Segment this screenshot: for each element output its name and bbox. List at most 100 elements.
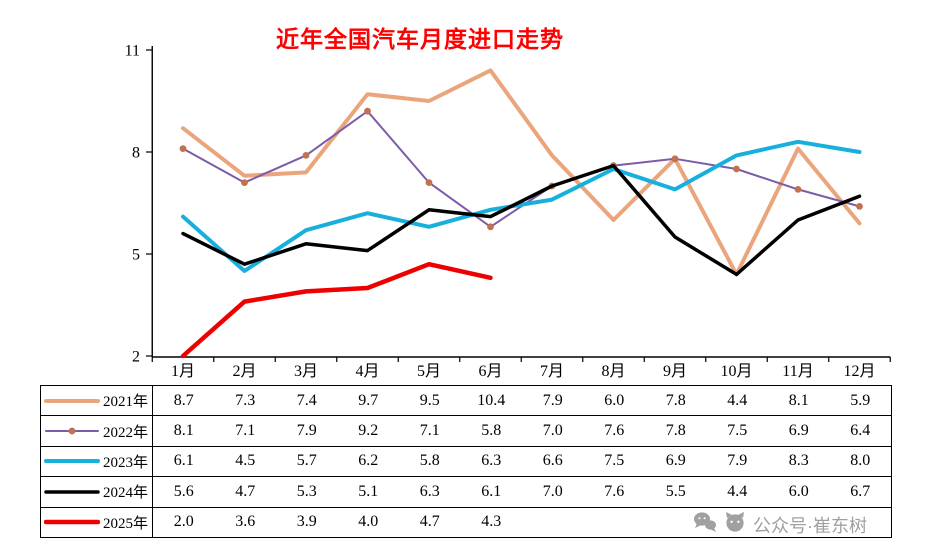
x-axis-label: 10月	[720, 363, 752, 380]
table-cell: 7.5	[604, 452, 625, 470]
legend-cell: 2022年	[41, 416, 153, 446]
table-cell: 7.0	[542, 422, 563, 440]
series-marker-2022年	[487, 223, 494, 231]
table-cell: 7.1	[419, 422, 440, 440]
series-marker-2022年	[425, 179, 433, 187]
table-cell: 9.2	[358, 422, 379, 440]
table-cell: 6.3	[419, 482, 440, 500]
table-cell: 4.4	[727, 482, 748, 500]
table-row-2024年: 2024年 5.6 4.7 5.3 5.1 6.3 6.1 7.0 7.6 5.5 4.4 6.0 6.…	[41, 477, 891, 508]
table-cell: 5.9	[850, 391, 871, 409]
table-cell: 5.5	[665, 482, 686, 500]
legend-line-sample	[44, 490, 100, 494]
table-cell: 6.6	[542, 452, 563, 470]
series-marker-2022年	[794, 186, 802, 193]
table-cell: 6.9	[665, 452, 686, 470]
table-cell: 7.6	[604, 482, 625, 500]
table-cell: 6.9	[788, 422, 809, 440]
series-marker-2022年	[302, 152, 310, 159]
table-cell: 4.7	[419, 513, 440, 531]
table-cell: 9.7	[358, 391, 379, 409]
x-axis-label: 12月	[843, 363, 875, 380]
table-cell: 2.0	[173, 513, 194, 531]
series-line-2022年	[182, 110, 861, 228]
table-cell: 6.1	[481, 482, 502, 500]
table-cell: 9.5	[419, 391, 440, 409]
table-cell: 5.8	[481, 422, 502, 440]
legend-cell: 2025年	[41, 507, 153, 537]
table-cell: 5.3	[296, 482, 317, 500]
legend-line-sample	[44, 459, 100, 464]
table-cell: 8.0	[850, 452, 871, 470]
legend-line-sample	[45, 427, 99, 435]
cat-face-icon	[724, 511, 746, 538]
table-row-2021年: 2021年 8.7 7.3 7.4 9.7 9.5 10.4 7.9 6.0 7.8 4.4 8.1 5…	[41, 386, 891, 417]
legend-cell: 2021年	[41, 386, 153, 416]
x-axis-label: 11月	[782, 363, 813, 380]
table-cell: 5.8	[419, 452, 440, 470]
series-name: 2021年	[103, 394, 149, 411]
table-cell: 7.6	[604, 422, 625, 440]
y-axis-label: 5	[132, 247, 140, 264]
chart-canvas: 2 5 8 11 1月 2月 3月 4月 5月 6月 7月 8月 9月 10月 11月 12月	[125, 43, 891, 380]
chart-title: 近年全国汽车月度进口走势	[276, 26, 564, 52]
table-cell	[522, 508, 584, 537]
series-line-2025年	[180, 261, 493, 359]
table-cell	[584, 508, 646, 537]
table-cell: 7.1	[235, 422, 256, 440]
series-marker-2022年	[179, 145, 187, 153]
table-cell: 10.4	[477, 391, 506, 409]
table-cell: 4.4	[727, 391, 748, 409]
table-cell: 4.0	[358, 513, 379, 531]
series-name: 2023年	[103, 454, 149, 471]
table-row-2025年: 2025年 2.0 3.6 3.9 4.0 4.7 4.3	[41, 507, 891, 537]
table-cell: 7.8	[665, 422, 686, 440]
x-axis-label: 5月	[417, 363, 441, 380]
table-cell: 4.7	[235, 482, 256, 500]
series-marker-2022年	[241, 179, 248, 187]
legend-cell: 2023年	[41, 446, 153, 477]
table-cell: 5.6	[173, 482, 194, 500]
table-cell: 5.1	[358, 482, 379, 500]
legend-line-sample	[44, 520, 100, 525]
table-cell: 5.7	[296, 452, 317, 470]
line-chart: 2 5 8 11 1月 2月 3月 4月 5月 6月 7月 8月 9月 10月 11月 12月	[125, 43, 891, 380]
data-table: 2021年 8.7 7.3 7.4 9.7 9.5 10.4 7.9 6.0 7.8 4.4 8.1 5…	[40, 385, 892, 538]
table-cell: 7.9	[296, 422, 317, 440]
series-marker-2022年	[733, 165, 740, 173]
chat-bubbles-icon	[693, 511, 717, 538]
y-axis-label: 11	[125, 43, 140, 60]
x-axis-label: 6月	[478, 363, 502, 380]
x-axis-label: 8月	[601, 363, 625, 380]
x-axis-label: 3月	[294, 363, 318, 380]
x-axis-label: 1月	[171, 363, 195, 380]
series-line-2023年	[181, 139, 862, 273]
y-axis-label: 8	[132, 145, 140, 162]
table-cell: 8.1	[788, 391, 809, 409]
x-axis-label: 4月	[355, 363, 379, 380]
table-cell: 7.8	[665, 391, 686, 409]
table-cell: 3.9	[296, 513, 317, 531]
table-cell: 8.7	[173, 391, 194, 409]
table-cell: 7.5	[727, 422, 748, 440]
table-cell: 6.1	[173, 452, 194, 470]
series-name: 2022年	[103, 424, 149, 441]
table-cell: 6.7	[850, 482, 871, 500]
table-cell: 6.0	[788, 482, 809, 500]
legend-line-sample	[44, 398, 100, 403]
table-cell: 7.9	[727, 452, 748, 470]
table-cell: 7.9	[542, 391, 563, 409]
series-marker-2022年	[364, 107, 371, 115]
series-line-2024年	[181, 163, 862, 277]
table-row-2022年: 2022年 8.1 7.1 7.9 9.2 7.1 5.8 7.0 7.6 7.8 7.5 6.9 6.…	[41, 416, 891, 447]
table-cell: 7.0	[542, 482, 563, 500]
table-cell: 7.3	[235, 391, 256, 409]
table-cell: 8.3	[788, 452, 809, 470]
y-axis-label: 2	[132, 349, 140, 366]
watermark-text: 公众号·崔东树	[753, 515, 867, 536]
table-cell: 7.4	[296, 391, 317, 409]
table-cell: 8.1	[173, 422, 194, 440]
series-marker-2022年	[856, 203, 863, 210]
legend-cell: 2024年	[41, 477, 153, 507]
